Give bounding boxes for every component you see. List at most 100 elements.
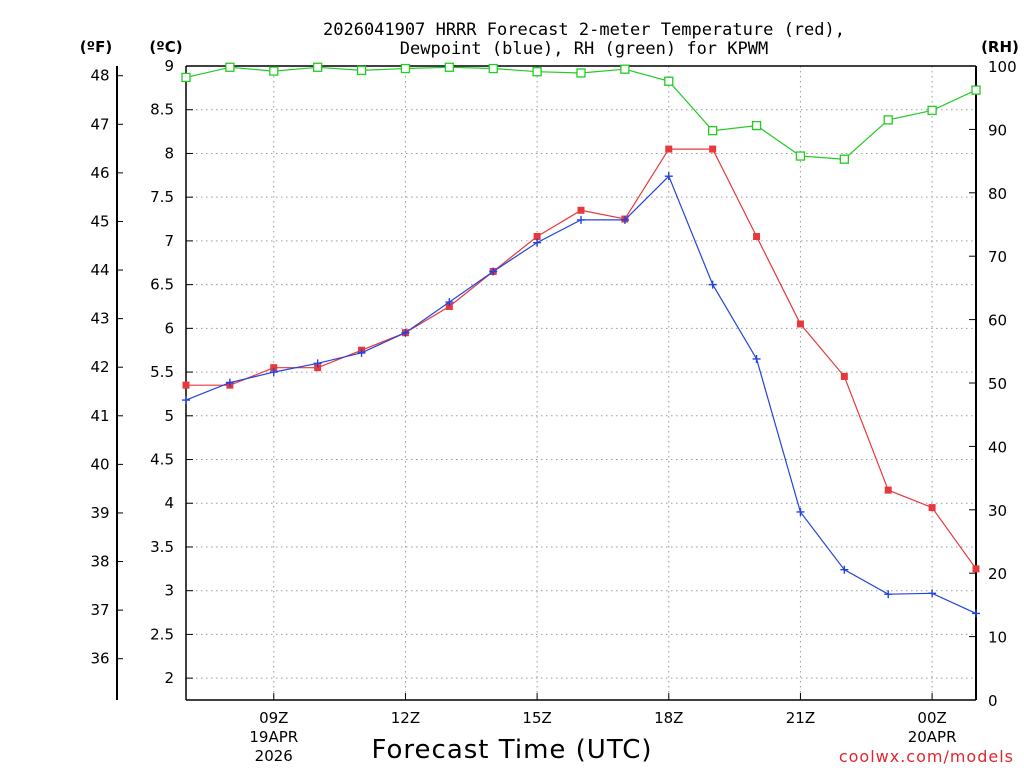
rh-point [927, 105, 937, 116]
dewpoint-point [445, 298, 454, 307]
x-axis-title: Forecast Time (UTC) [371, 735, 652, 765]
temperature-point [182, 381, 190, 389]
dewpoint-point [796, 507, 805, 516]
dewpoint-point [752, 354, 761, 363]
x-tick-label: 00Z [917, 709, 946, 727]
x-tick-date: 19APR [249, 728, 298, 746]
rh-point [708, 126, 718, 136]
dewpoint-point [401, 328, 410, 337]
x-tick-label: 09Z [259, 709, 288, 727]
celsius-tick-label: 8 [164, 144, 174, 162]
rh-point [488, 63, 498, 74]
rh-point [181, 72, 191, 83]
fahrenheit-tick-label: 40 [90, 455, 109, 473]
gridlines [186, 66, 976, 700]
dewpoint-point [708, 280, 717, 289]
fahrenheit-tick-label: 37 [90, 601, 109, 619]
axes [116, 65, 977, 701]
temperature-point [840, 372, 848, 380]
celsius-tick-label: 9 [164, 57, 174, 75]
fahrenheit-tick-label: 45 [90, 212, 109, 230]
rh-point [664, 76, 674, 86]
rh-point [313, 62, 323, 72]
rh-point [269, 66, 279, 76]
temperature-point [577, 206, 585, 214]
data-series [181, 62, 981, 618]
rh-tick-label: 60 [988, 312, 1007, 330]
fahrenheit-axis-label: (ºF) [80, 38, 112, 56]
x-tick-label: 21Z [786, 709, 815, 727]
fahrenheit-tick-label: 47 [90, 115, 109, 133]
chart-title-line2: Dewpoint (blue), RH (green) for KPWM [400, 39, 768, 59]
celsius-tick-label: 6.5 [150, 276, 174, 294]
dewpoint-point [313, 359, 322, 368]
dewpoint-point [182, 396, 190, 405]
tick-labels: 9 8.5 8 7.5 7 6.5 6 5.5 5 4.5 4 3.5 3 2.5 2 48 47 46 45 44 4… [90, 57, 1016, 765]
celsius-tick-label: 2 [164, 669, 174, 687]
rh-point [795, 151, 806, 161]
rh-tick-label: 100 [988, 58, 1017, 76]
fahrenheit-tick-label: 44 [90, 261, 109, 279]
dewpoint-point [533, 238, 542, 247]
temperature-point [665, 145, 673, 153]
rh-point [576, 68, 586, 78]
x-tick-year: 2026 [255, 747, 293, 765]
dewpoint-point [972, 609, 980, 618]
dewpoint-point [269, 368, 278, 377]
fahrenheit-tick-label: 41 [90, 407, 109, 425]
x-tick-date: 20APR [908, 728, 957, 746]
dewpoint-point [928, 589, 937, 598]
credit-text: coolwx.com/models [839, 747, 1014, 766]
fahrenheit-tick-label: 43 [90, 310, 109, 328]
temperature-point [445, 302, 453, 310]
rh-axis-label: (RH) [981, 38, 1019, 56]
rh-tick-label: 0 [988, 692, 998, 710]
rh-point [839, 154, 849, 164]
rh-point [400, 63, 411, 74]
rh-point [883, 115, 893, 125]
fahrenheit-tick-label: 46 [90, 164, 109, 182]
rh-point [532, 67, 542, 77]
dewpoint-point [225, 378, 234, 387]
dewpoint-point [840, 565, 849, 574]
celsius-tick-label: 4 [164, 494, 174, 512]
fahrenheit-tick-label: 48 [90, 67, 109, 85]
dewpoint-point [577, 215, 585, 224]
fahrenheit-tick-label: 38 [90, 553, 109, 571]
rh-tick-label: 20 [988, 565, 1007, 583]
celsius-tick-label: 5 [164, 407, 174, 425]
rh-point [225, 62, 235, 72]
temperature-point [884, 486, 892, 494]
rh-tick-label: 70 [988, 248, 1007, 266]
dewpoint-point [884, 590, 893, 599]
temperature-point [533, 233, 541, 241]
rh-point [356, 65, 367, 76]
dewpoint-point [620, 215, 629, 224]
celsius-tick-label: 6 [164, 319, 174, 337]
rh-tick-label: 40 [988, 438, 1007, 456]
celsius-axis-label: (ºC) [149, 38, 182, 56]
rh-line [185, 66, 977, 160]
celsius-tick-label: 3.5 [150, 538, 174, 556]
rh-tick-label: 50 [988, 375, 1007, 393]
rh-point [971, 85, 981, 95]
celsius-tick-label: 8.5 [150, 101, 174, 119]
dewpoint-point [357, 348, 366, 357]
temperature-point [796, 320, 804, 328]
x-tick-label: 18Z [654, 709, 683, 727]
x-tick-label: 15Z [522, 709, 551, 727]
celsius-tick-label: 4.5 [150, 451, 174, 469]
temperature-point [270, 364, 278, 372]
rh-point [751, 120, 762, 131]
rh-tick-label: 80 [988, 185, 1007, 203]
rh-point [620, 64, 630, 74]
rh-tick-label: 10 [988, 629, 1007, 647]
celsius-tick-label: 7 [164, 232, 174, 250]
x-tick-label: 12Z [391, 709, 420, 727]
fahrenheit-tick-label: 42 [90, 358, 109, 376]
temperature-point [709, 145, 717, 153]
rh-tick-label: 30 [988, 502, 1007, 520]
chart-title-line1: 2026041907 HRRR Forecast 2-meter Tempera… [323, 20, 845, 40]
rh-point [444, 62, 454, 72]
